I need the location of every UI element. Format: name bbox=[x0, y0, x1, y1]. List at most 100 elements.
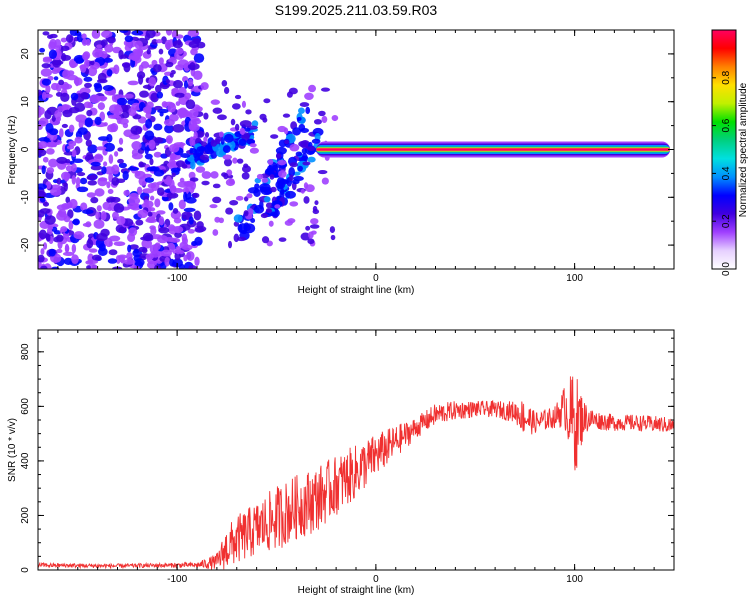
spectral-blob bbox=[118, 162, 127, 169]
spectral-blob bbox=[42, 201, 50, 207]
x-tick-label: -100 bbox=[167, 574, 187, 585]
spectral-blob bbox=[312, 209, 320, 215]
spectral-blob bbox=[183, 191, 188, 202]
spectral-blob bbox=[172, 40, 183, 49]
spectral-blob bbox=[63, 257, 74, 265]
colorbar-gradient bbox=[712, 30, 736, 269]
spectral-blob bbox=[76, 186, 89, 193]
spectral-blob bbox=[193, 70, 203, 81]
spectral-blob bbox=[168, 202, 174, 211]
spectral-blob bbox=[54, 109, 62, 119]
spectral-blob bbox=[86, 175, 95, 180]
spectral-blob bbox=[107, 188, 114, 195]
spectral-blob bbox=[289, 143, 300, 152]
spectral-blob bbox=[321, 115, 328, 123]
spectral-blob bbox=[95, 211, 100, 220]
spectral-blob bbox=[90, 165, 103, 171]
spectral-blob bbox=[262, 117, 268, 123]
spectral-blob bbox=[118, 226, 126, 234]
spectral-blob bbox=[314, 200, 319, 206]
spectral-blob bbox=[153, 123, 163, 131]
spectral-blob bbox=[108, 249, 118, 256]
spectral-blob bbox=[261, 177, 269, 183]
spectral-blob bbox=[169, 237, 181, 243]
spectral-blob bbox=[234, 131, 242, 138]
spectral-blob bbox=[51, 266, 60, 269]
spectral-blob bbox=[236, 158, 244, 164]
spectral-blob bbox=[168, 113, 179, 122]
spectral-blob bbox=[88, 248, 98, 253]
spectral-blob bbox=[107, 258, 118, 264]
colorbar: 0.00.20.40.60.8 Normalized spectral ampl… bbox=[711, 29, 749, 276]
spectral-blob bbox=[114, 151, 119, 157]
spectral-blob bbox=[108, 240, 113, 247]
spectral-blob bbox=[122, 170, 129, 181]
spectral-blob bbox=[195, 106, 203, 112]
spectral-blob bbox=[68, 220, 74, 231]
spectral-blob bbox=[124, 44, 132, 52]
spectral-blob bbox=[44, 215, 56, 225]
spectral-blob bbox=[265, 202, 273, 209]
y-tick-label: 0 bbox=[20, 567, 31, 573]
spectral-blob bbox=[56, 248, 63, 254]
spectral-blob bbox=[277, 125, 287, 133]
spectral-blob bbox=[42, 31, 50, 36]
spectral-blob bbox=[196, 41, 206, 49]
spectral-blob bbox=[244, 127, 251, 132]
spectral-blob bbox=[91, 254, 102, 261]
spectral-blob bbox=[308, 231, 314, 239]
spectral-blob bbox=[149, 225, 156, 230]
spectral-blob bbox=[194, 227, 205, 233]
spectral-blob bbox=[243, 210, 249, 217]
colorbar-ticks: 0.00.20.40.60.8 bbox=[711, 29, 737, 276]
spectral-blob bbox=[189, 61, 196, 71]
spectral-blob bbox=[48, 225, 54, 231]
spectral-blob bbox=[221, 172, 227, 177]
spectral-blob bbox=[172, 258, 183, 268]
spectral-blob bbox=[275, 153, 282, 159]
spectral-blob bbox=[131, 141, 142, 151]
spectral-blob bbox=[280, 179, 290, 185]
spectral-blob bbox=[284, 190, 296, 199]
spectral-blob bbox=[201, 180, 210, 186]
spectral-blob bbox=[223, 133, 234, 143]
spectral-blob bbox=[229, 178, 235, 185]
spectral-blob bbox=[130, 125, 143, 135]
spectral-blob bbox=[112, 211, 119, 220]
spectral-blob bbox=[215, 137, 222, 142]
spectral-blob bbox=[86, 265, 91, 269]
spectral-blob bbox=[93, 153, 104, 164]
spectral-blob bbox=[299, 102, 310, 108]
spectral-blob bbox=[302, 161, 311, 166]
spectral-blob bbox=[86, 192, 96, 198]
spectral-blob bbox=[195, 166, 206, 173]
spectral-blob bbox=[101, 166, 107, 175]
spectral-blob bbox=[142, 173, 152, 178]
snr-panel: -100 0 100 0 200 400 600 800 Height of straight… bbox=[7, 329, 675, 596]
spectral-blob bbox=[298, 107, 305, 114]
spectral-blob bbox=[156, 91, 164, 99]
spectral-blob bbox=[150, 250, 161, 258]
snr-line bbox=[38, 376, 674, 570]
x-tick-label: 0 bbox=[373, 574, 379, 585]
spectral-blob bbox=[177, 59, 189, 69]
spectral-blob bbox=[73, 77, 83, 86]
spectral-blob bbox=[253, 204, 265, 214]
spectral-blob bbox=[154, 242, 161, 251]
spectral-blob bbox=[83, 101, 92, 109]
spectral-blob bbox=[82, 209, 94, 215]
spectral-blob bbox=[117, 158, 124, 164]
spectral-blob bbox=[173, 79, 183, 89]
spectral-blob bbox=[189, 177, 199, 182]
spectral-blob bbox=[140, 61, 150, 69]
spectral-blob bbox=[56, 156, 68, 164]
spectral-blob bbox=[106, 36, 116, 44]
spectral-blob bbox=[209, 204, 218, 209]
spectral-blob bbox=[50, 82, 59, 91]
spectral-blob bbox=[317, 169, 328, 175]
spectral-blob bbox=[296, 116, 302, 121]
spectral-blob bbox=[187, 228, 195, 234]
spectral-blob bbox=[38, 254, 45, 263]
spectral-blob bbox=[278, 170, 287, 178]
